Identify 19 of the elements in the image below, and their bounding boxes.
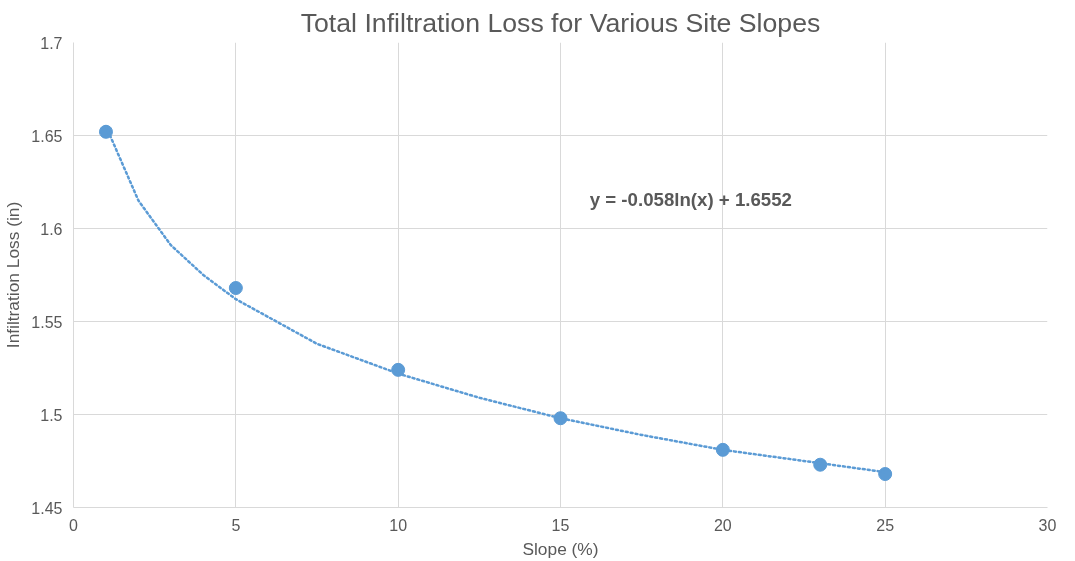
- y-tick-label: 1.55: [31, 313, 63, 331]
- annotation: y = -0.058ln(x) + 1.6552: [589, 188, 792, 210]
- x-tick-label: 25: [876, 516, 895, 534]
- x-tick-label: 15: [551, 516, 570, 534]
- x-tick-label: 10: [389, 516, 408, 534]
- x-tick-label: 30: [1038, 516, 1057, 534]
- point: [878, 467, 893, 482]
- y-axis-title: Infiltration Loss (in): [3, 201, 24, 349]
- chart-title: Total Infiltration Loss for Various Site Slopes: [300, 7, 821, 38]
- y-tick-label: 1.6: [40, 220, 63, 238]
- x-tick-label: 0: [69, 516, 79, 534]
- point: [228, 281, 243, 296]
- x-axis-title: Slope (%): [522, 538, 599, 559]
- y-tick-label: 1.65: [31, 127, 63, 145]
- x-tick-label: 5: [231, 516, 241, 534]
- y-tick-label: 1.45: [31, 499, 63, 517]
- y-tick-label: 1.5: [40, 406, 63, 424]
- y-tick-label: 1.7: [40, 34, 63, 52]
- x-tick-label: 20: [713, 516, 732, 534]
